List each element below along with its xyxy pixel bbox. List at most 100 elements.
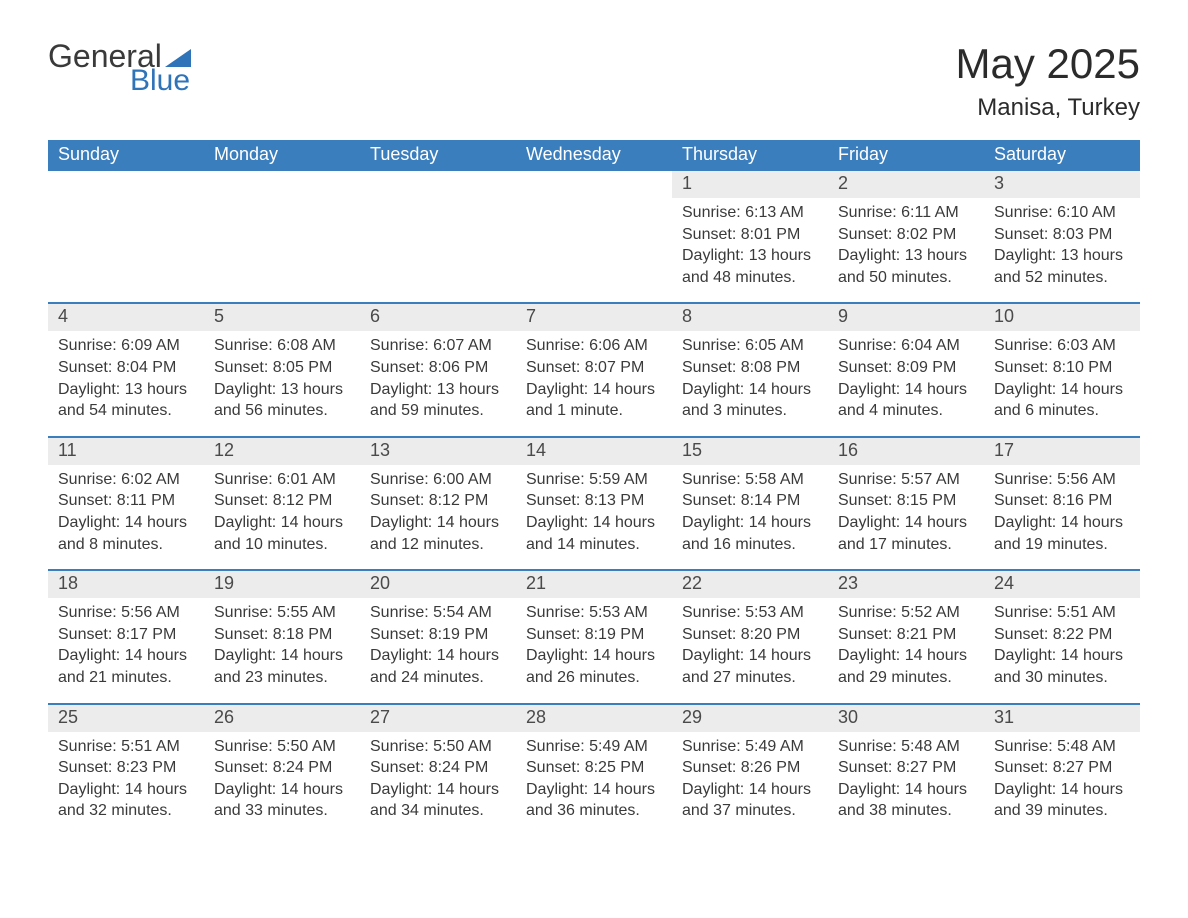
day-info-cell: Sunrise: 5:50 AMSunset: 8:24 PMDaylight:… [204, 732, 360, 836]
calendar-week: 11121314151617Sunrise: 6:02 AMSunset: 8:… [48, 436, 1140, 569]
daylight-text: Daylight: 14 hours [214, 779, 350, 801]
sunrise-text: Sunrise: 5:52 AM [838, 602, 974, 624]
daylight-text: Daylight: 14 hours [526, 645, 662, 667]
daylight-text: and 14 minutes. [526, 534, 662, 556]
location-subtitle: Manisa, Turkey [956, 94, 1140, 122]
date-cell: 16 [828, 438, 984, 465]
calendar-week: 18192021222324Sunrise: 5:56 AMSunset: 8:… [48, 569, 1140, 702]
day-info-row: Sunrise: 6:13 AMSunset: 8:01 PMDaylight:… [48, 198, 1140, 302]
day-info-cell: Sunrise: 5:57 AMSunset: 8:15 PMDaylight:… [828, 465, 984, 569]
sunrise-text: Sunrise: 5:49 AM [682, 736, 818, 758]
sunrise-text: Sunrise: 6:10 AM [994, 202, 1130, 224]
sunset-text: Sunset: 8:27 PM [838, 757, 974, 779]
sunset-text: Sunset: 8:01 PM [682, 224, 818, 246]
sunrise-text: Sunrise: 5:59 AM [526, 469, 662, 491]
sunrise-text: Sunrise: 5:48 AM [994, 736, 1130, 758]
day-info-cell: Sunrise: 6:00 AMSunset: 8:12 PMDaylight:… [360, 465, 516, 569]
sunset-text: Sunset: 8:14 PM [682, 490, 818, 512]
sunset-text: Sunset: 8:13 PM [526, 490, 662, 512]
sunset-text: Sunset: 8:22 PM [994, 624, 1130, 646]
sunset-text: Sunset: 8:24 PM [370, 757, 506, 779]
date-number-row: 11121314151617 [48, 438, 1140, 465]
date-cell: 22 [672, 571, 828, 598]
sunrise-text: Sunrise: 5:56 AM [58, 602, 194, 624]
daylight-text: and 23 minutes. [214, 667, 350, 689]
day-info-cell: Sunrise: 6:11 AMSunset: 8:02 PMDaylight:… [828, 198, 984, 302]
daylight-text: Daylight: 14 hours [370, 645, 506, 667]
weekday-header: Wednesday [516, 140, 672, 171]
sunset-text: Sunset: 8:18 PM [214, 624, 350, 646]
daylight-text: Daylight: 13 hours [994, 245, 1130, 267]
sunset-text: Sunset: 8:26 PM [682, 757, 818, 779]
day-info-cell: Sunrise: 6:09 AMSunset: 8:04 PMDaylight:… [48, 331, 204, 435]
day-info-cell: Sunrise: 6:01 AMSunset: 8:12 PMDaylight:… [204, 465, 360, 569]
date-cell: 20 [360, 571, 516, 598]
daylight-text: Daylight: 13 hours [58, 379, 194, 401]
sunrise-text: Sunrise: 6:11 AM [838, 202, 974, 224]
daylight-text: and 48 minutes. [682, 267, 818, 289]
daylight-text: Daylight: 14 hours [682, 645, 818, 667]
date-cell: 6 [360, 304, 516, 331]
daylight-text: and 29 minutes. [838, 667, 974, 689]
daylight-text: and 16 minutes. [682, 534, 818, 556]
daylight-text: and 26 minutes. [526, 667, 662, 689]
daylight-text: Daylight: 14 hours [58, 779, 194, 801]
date-cell: 9 [828, 304, 984, 331]
calendar: Sunday Monday Tuesday Wednesday Thursday… [48, 140, 1140, 836]
logo: General Blue [48, 40, 191, 96]
date-cell: 11 [48, 438, 204, 465]
date-cell: 17 [984, 438, 1140, 465]
day-info-cell: Sunrise: 6:04 AMSunset: 8:09 PMDaylight:… [828, 331, 984, 435]
date-number-row: 123 [48, 171, 1140, 198]
day-info-cell: Sunrise: 5:48 AMSunset: 8:27 PMDaylight:… [984, 732, 1140, 836]
sunset-text: Sunset: 8:04 PM [58, 357, 194, 379]
date-cell: 30 [828, 705, 984, 732]
sunset-text: Sunset: 8:15 PM [838, 490, 974, 512]
weeks-container: 123Sunrise: 6:13 AMSunset: 8:01 PMDaylig… [48, 171, 1140, 836]
date-cell: 4 [48, 304, 204, 331]
date-cell: 10 [984, 304, 1140, 331]
day-info-row: Sunrise: 5:51 AMSunset: 8:23 PMDaylight:… [48, 732, 1140, 836]
daylight-text: Daylight: 14 hours [526, 779, 662, 801]
daylight-text: and 6 minutes. [994, 400, 1130, 422]
date-cell [204, 171, 360, 198]
daylight-text: Daylight: 14 hours [994, 645, 1130, 667]
daylight-text: Daylight: 14 hours [370, 512, 506, 534]
daylight-text: and 52 minutes. [994, 267, 1130, 289]
sunrise-text: Sunrise: 5:51 AM [58, 736, 194, 758]
date-cell: 26 [204, 705, 360, 732]
day-info-cell: Sunrise: 5:56 AMSunset: 8:17 PMDaylight:… [48, 598, 204, 702]
sunrise-text: Sunrise: 6:01 AM [214, 469, 350, 491]
daylight-text: and 27 minutes. [682, 667, 818, 689]
sunset-text: Sunset: 8:19 PM [370, 624, 506, 646]
daylight-text: Daylight: 14 hours [682, 379, 818, 401]
daylight-text: Daylight: 14 hours [838, 645, 974, 667]
weekday-header: Friday [828, 140, 984, 171]
date-number-row: 18192021222324 [48, 571, 1140, 598]
day-info-cell [204, 198, 360, 302]
sunset-text: Sunset: 8:19 PM [526, 624, 662, 646]
day-info-cell: Sunrise: 6:02 AMSunset: 8:11 PMDaylight:… [48, 465, 204, 569]
calendar-week: 25262728293031Sunrise: 5:51 AMSunset: 8:… [48, 703, 1140, 836]
sunset-text: Sunset: 8:08 PM [682, 357, 818, 379]
daylight-text: Daylight: 14 hours [58, 512, 194, 534]
day-info-cell: Sunrise: 5:51 AMSunset: 8:23 PMDaylight:… [48, 732, 204, 836]
daylight-text: and 3 minutes. [682, 400, 818, 422]
sunset-text: Sunset: 8:02 PM [838, 224, 974, 246]
sunset-text: Sunset: 8:16 PM [994, 490, 1130, 512]
daylight-text: and 24 minutes. [370, 667, 506, 689]
date-cell [48, 171, 204, 198]
sunset-text: Sunset: 8:12 PM [214, 490, 350, 512]
date-cell: 28 [516, 705, 672, 732]
date-cell [516, 171, 672, 198]
day-info-cell: Sunrise: 5:51 AMSunset: 8:22 PMDaylight:… [984, 598, 1140, 702]
date-cell: 1 [672, 171, 828, 198]
daylight-text: Daylight: 14 hours [838, 512, 974, 534]
sunrise-text: Sunrise: 5:50 AM [214, 736, 350, 758]
daylight-text: Daylight: 14 hours [994, 512, 1130, 534]
page-title: May 2025 [956, 40, 1140, 88]
sunrise-text: Sunrise: 5:53 AM [682, 602, 818, 624]
sunrise-text: Sunrise: 5:51 AM [994, 602, 1130, 624]
daylight-text: and 59 minutes. [370, 400, 506, 422]
day-info-cell [48, 198, 204, 302]
